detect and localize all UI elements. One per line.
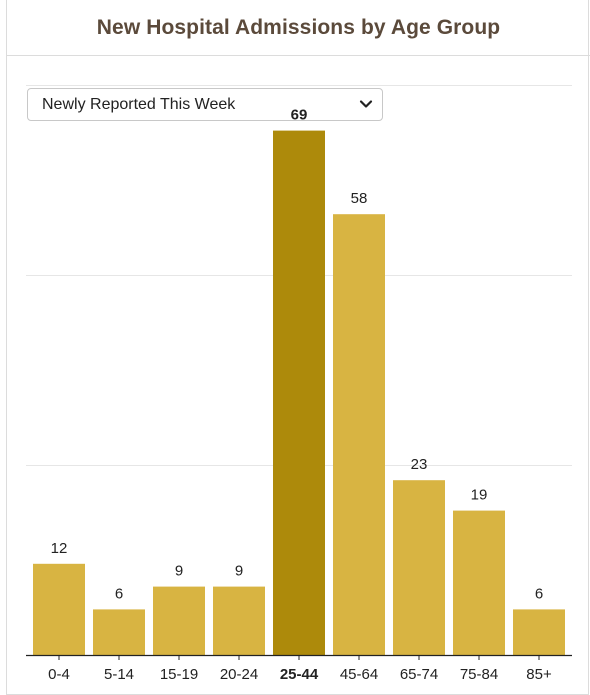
chevron-down-icon bbox=[359, 100, 373, 108]
x-tick-label: 65-74 bbox=[400, 666, 438, 683]
x-tick-label: 85+ bbox=[526, 666, 552, 683]
data-label: 9 bbox=[175, 563, 183, 580]
bar bbox=[33, 563, 85, 655]
bar bbox=[273, 130, 325, 656]
data-label: 69 bbox=[291, 107, 308, 124]
x-tick-label: 15-19 bbox=[160, 666, 198, 683]
x-tick-label: 0-4 bbox=[48, 666, 70, 683]
bar bbox=[213, 586, 265, 655]
data-label: 58 bbox=[351, 190, 368, 207]
bar bbox=[153, 586, 205, 655]
bar bbox=[393, 480, 445, 655]
data-label: 6 bbox=[115, 585, 123, 602]
data-label: 19 bbox=[471, 487, 488, 504]
data-label: 23 bbox=[411, 456, 428, 473]
x-tick-label: 45-64 bbox=[340, 666, 378, 683]
chart-title: New Hospital Admissions by Age Group bbox=[96, 16, 501, 39]
card-header: New Hospital Admissions by Age Group bbox=[7, 0, 590, 56]
x-tick-label: 75-84 bbox=[460, 666, 498, 683]
bar bbox=[333, 214, 385, 655]
bar bbox=[93, 609, 145, 655]
period-select[interactable]: Newly Reported This Week bbox=[27, 88, 383, 121]
x-tick-label: 5-14 bbox=[104, 666, 134, 683]
bar bbox=[513, 609, 565, 655]
period-select-value: Newly Reported This Week bbox=[42, 96, 236, 113]
data-label: 9 bbox=[235, 563, 243, 580]
data-label: 12 bbox=[51, 540, 68, 557]
data-label: 6 bbox=[535, 585, 543, 602]
x-tick-label: 25-44 bbox=[280, 666, 319, 683]
bar bbox=[453, 510, 505, 655]
x-tick-label: 20-24 bbox=[220, 666, 258, 683]
